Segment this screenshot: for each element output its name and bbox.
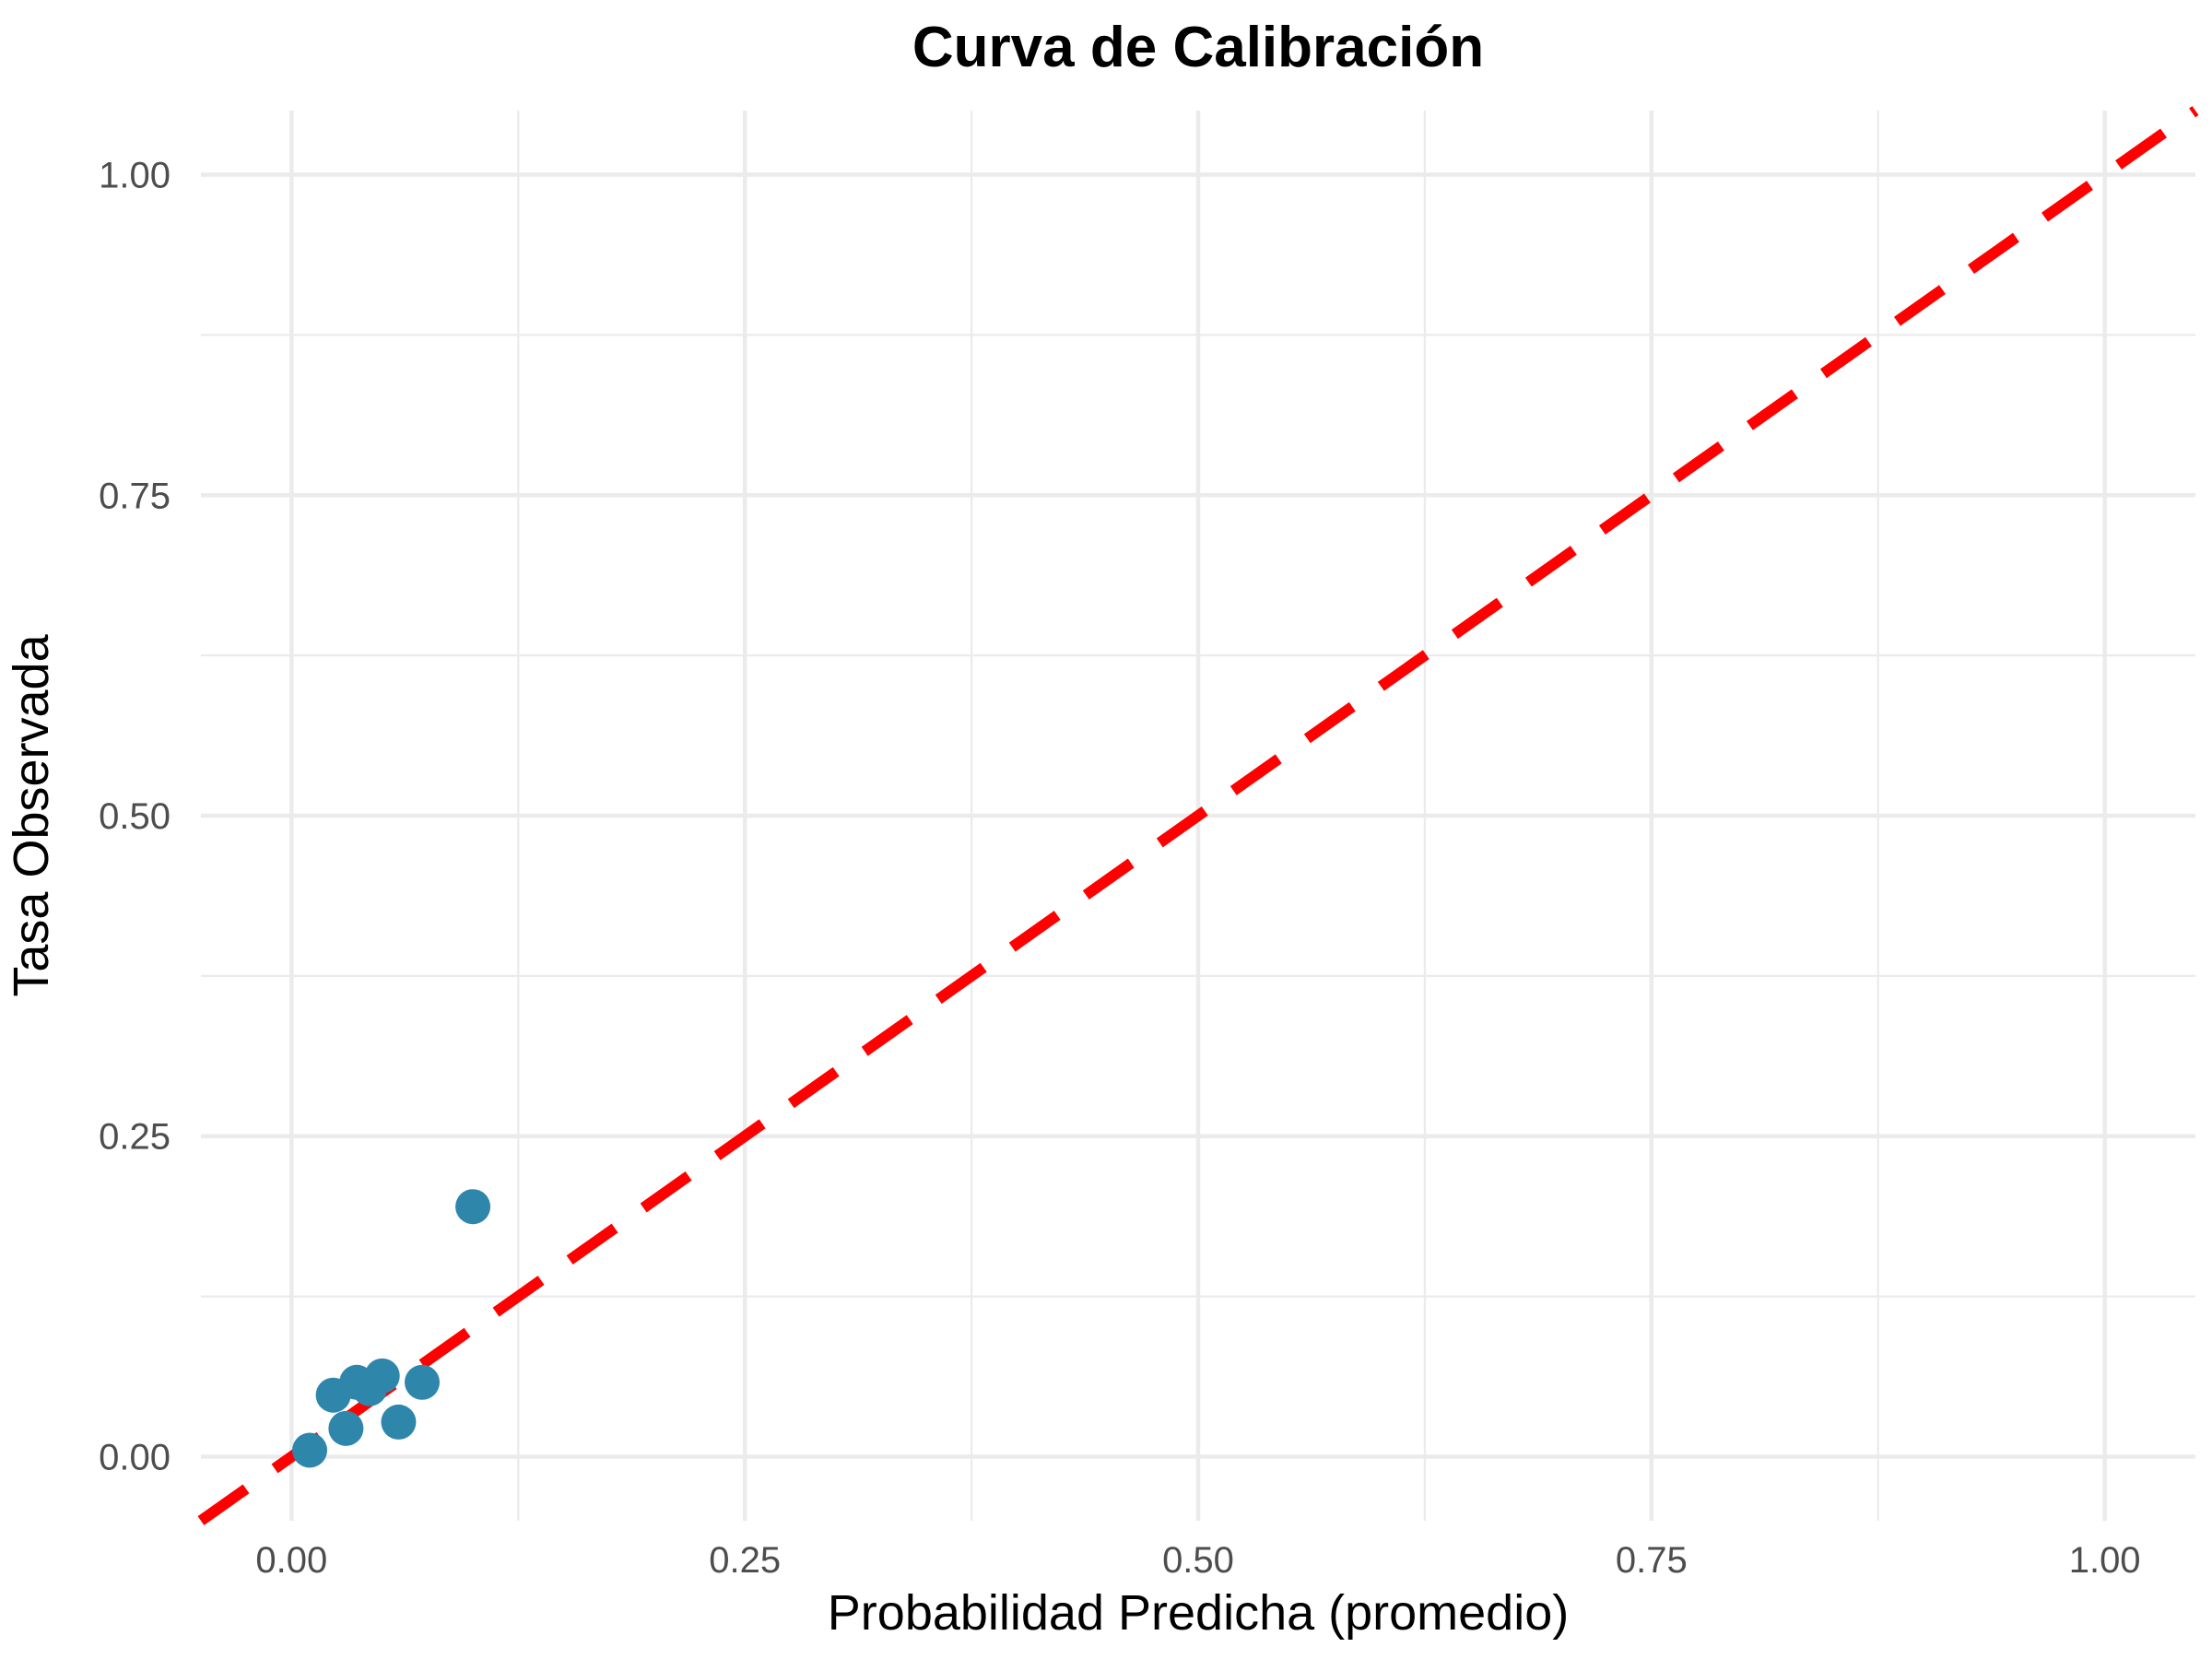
x-axis-title: Probabilidad Predicha (promedio) bbox=[828, 1585, 1569, 1641]
x-tick-label: 0.00 bbox=[255, 1540, 327, 1581]
x-axis-ticks: 0.00 0.25 0.50 0.75 1.00 bbox=[255, 1540, 2140, 1581]
reference-line-layer bbox=[197, 106, 2199, 1525]
data-point bbox=[455, 1189, 491, 1225]
data-point bbox=[292, 1432, 328, 1468]
x-tick-label: 1.00 bbox=[2069, 1540, 2141, 1581]
y-axis-ticks: 0.00 0.25 0.50 0.75 1.00 bbox=[99, 156, 171, 1478]
y-tick-label: 1.00 bbox=[99, 156, 171, 196]
reference-line bbox=[197, 106, 2199, 1525]
x-tick-label: 0.50 bbox=[1162, 1540, 1234, 1581]
data-point bbox=[364, 1358, 400, 1394]
x-tick-label: 0.25 bbox=[709, 1540, 781, 1581]
y-axis-title: Tasa Observada bbox=[4, 633, 59, 996]
data-point bbox=[328, 1410, 364, 1446]
y-tick-label: 0.75 bbox=[99, 476, 171, 516]
y-tick-label: 0.25 bbox=[99, 1117, 171, 1158]
y-tick-label: 0.00 bbox=[99, 1437, 171, 1477]
points-layer bbox=[292, 1189, 491, 1468]
grid bbox=[201, 111, 2195, 1521]
x-tick-label: 0.75 bbox=[1616, 1540, 1688, 1581]
data-point bbox=[405, 1364, 441, 1400]
y-tick-label: 0.50 bbox=[99, 796, 171, 837]
data-point bbox=[381, 1404, 417, 1440]
chart-title: Curva de Calibración bbox=[912, 16, 1484, 79]
